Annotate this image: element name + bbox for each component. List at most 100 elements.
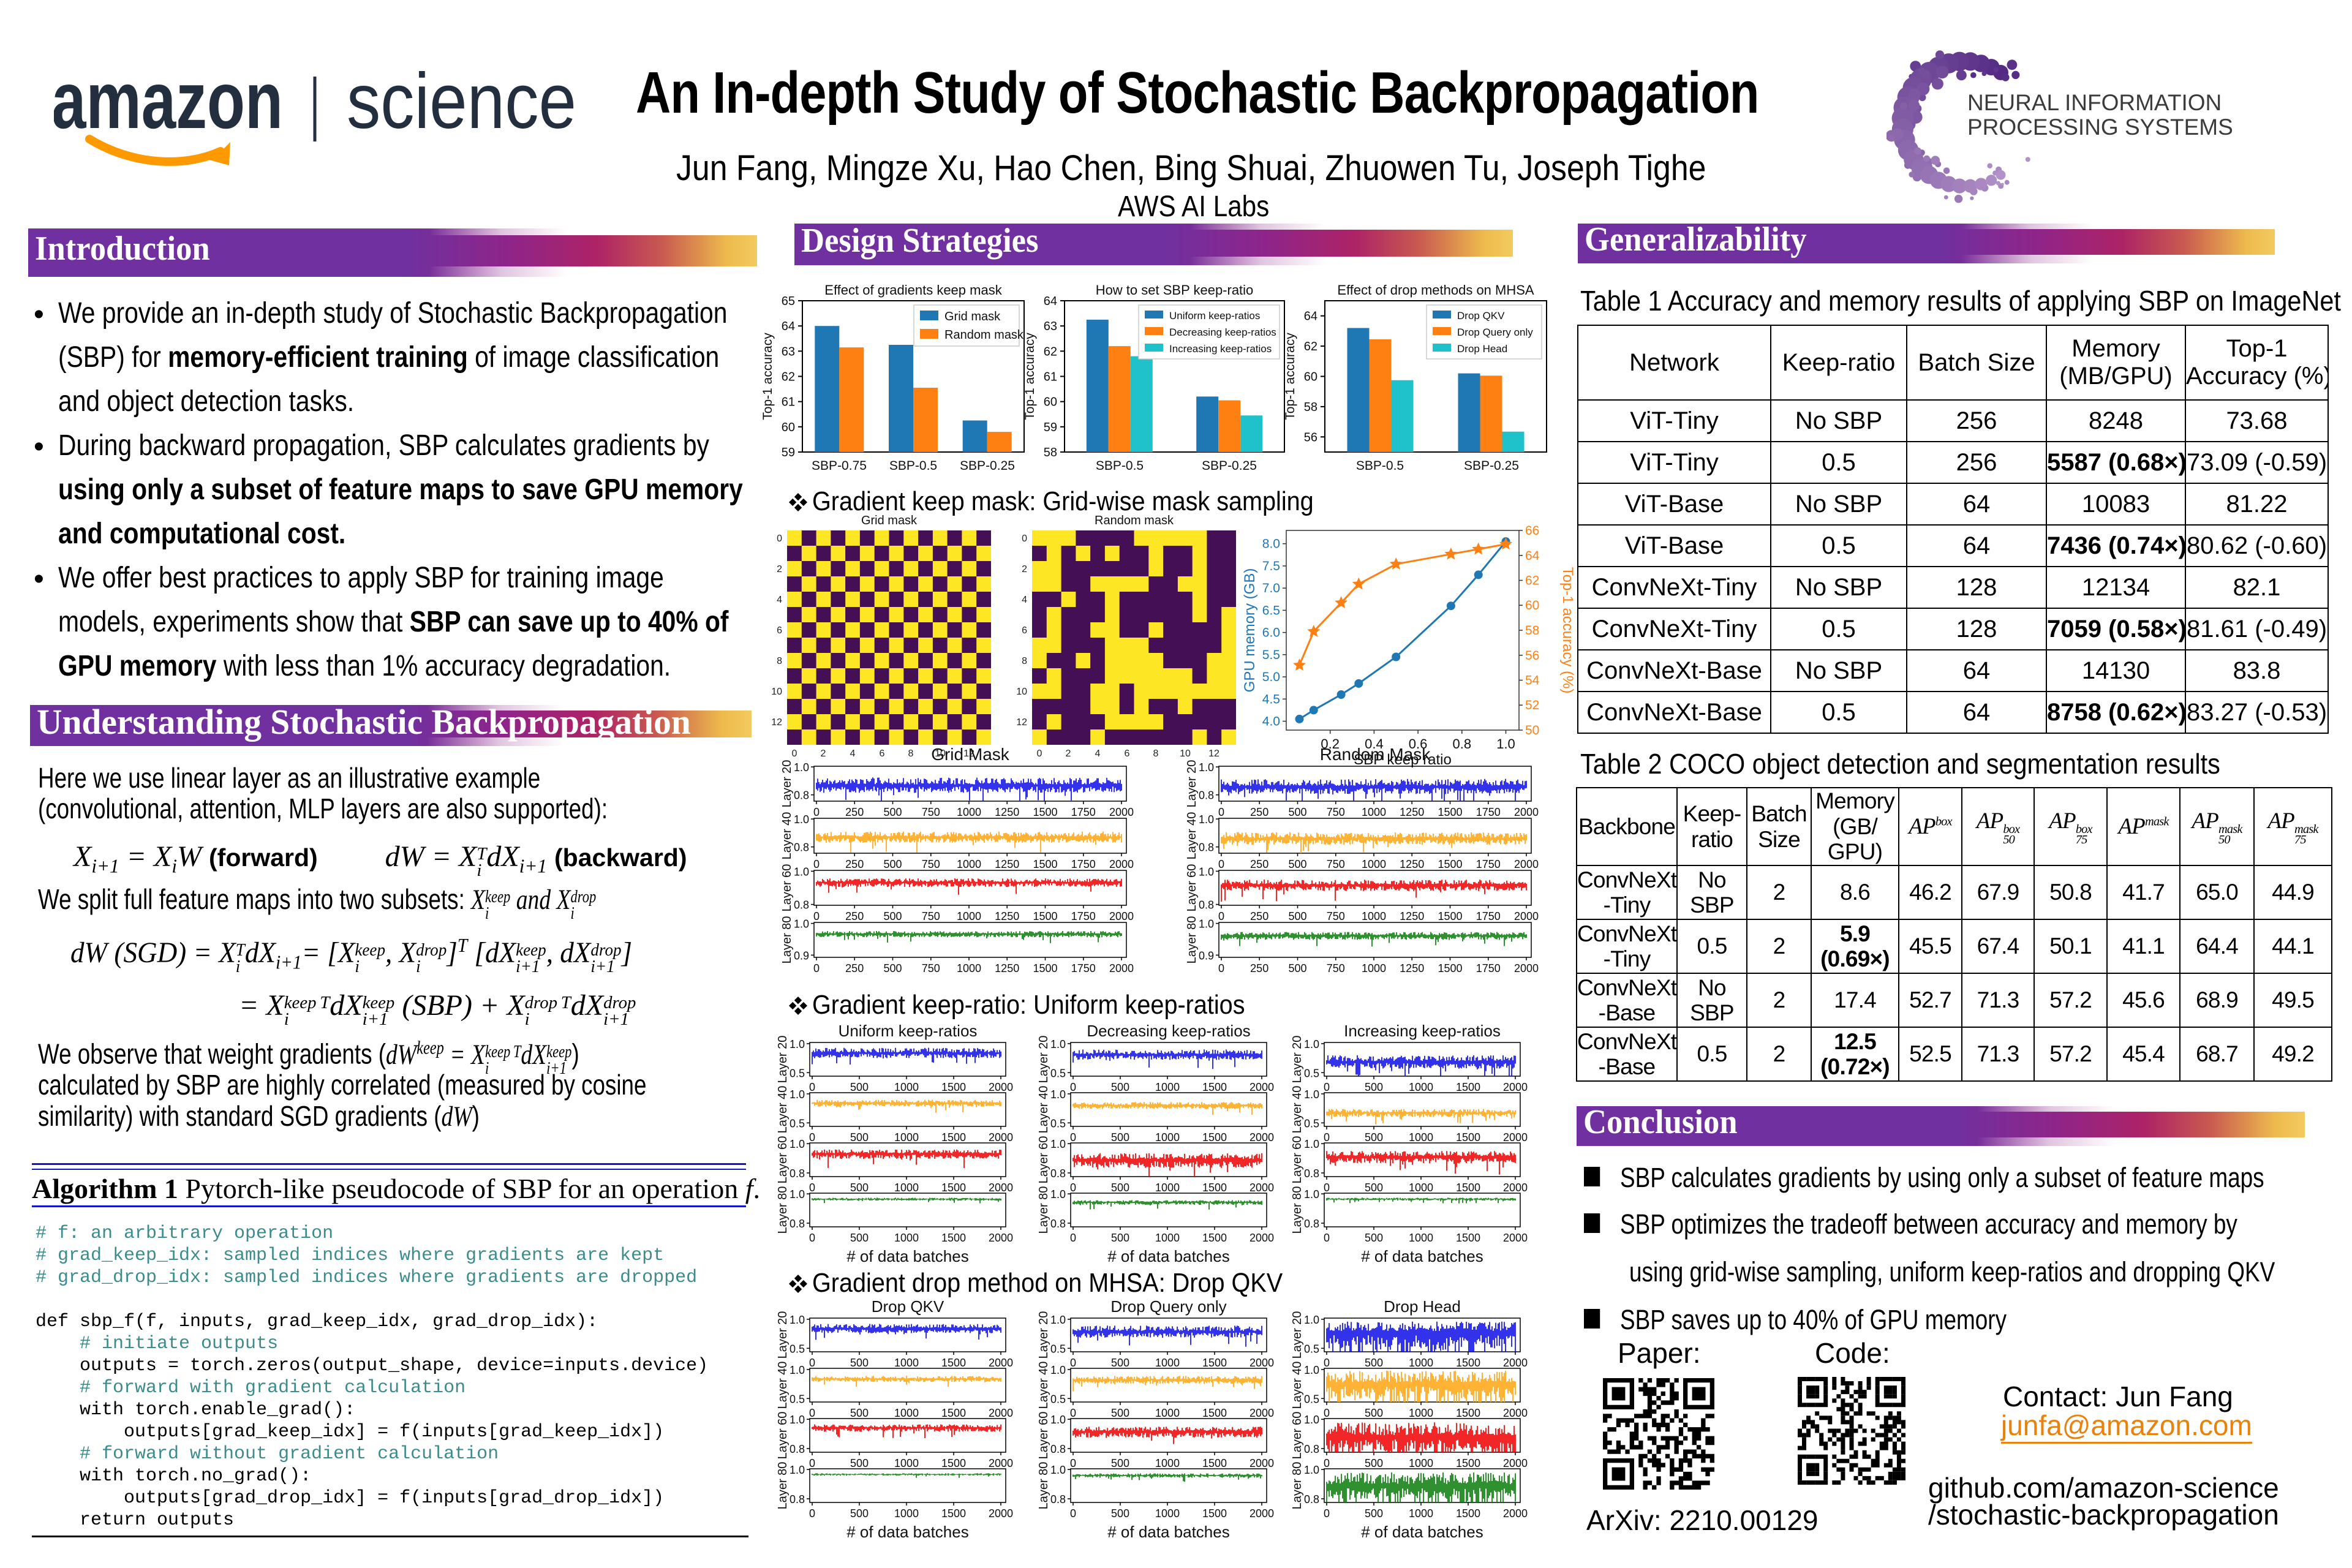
svg-text:2000: 2000 — [1503, 1182, 1528, 1194]
svg-text:2000: 2000 — [989, 1357, 1013, 1369]
svg-text:Uniform keep-ratios: Uniform keep-ratios — [839, 1022, 978, 1040]
svg-text:500: 500 — [850, 1182, 869, 1194]
svg-text:1.0: 1.0 — [1304, 1364, 1319, 1376]
svg-text:10: 10 — [935, 748, 946, 759]
svg-text:250: 250 — [845, 858, 864, 870]
svg-text:4.0: 4.0 — [1262, 715, 1280, 729]
svg-text:1000: 1000 — [1409, 1232, 1433, 1244]
svg-text:0: 0 — [1070, 1507, 1076, 1520]
svg-text:Layer 60: Layer 60 — [776, 1412, 790, 1460]
svg-text:# of data batches: # of data batches — [846, 1247, 968, 1265]
svg-text:1000: 1000 — [894, 1407, 919, 1419]
svg-text:59: 59 — [1044, 421, 1057, 434]
svg-text:Layer 20: Layer 20 — [1185, 760, 1199, 808]
svg-text:500: 500 — [1111, 1131, 1129, 1144]
svg-text:2000: 2000 — [1109, 910, 1134, 922]
svg-text:1.0: 1.0 — [1050, 1138, 1066, 1150]
svg-text:Random mask: Random mask — [1095, 514, 1174, 527]
svg-text:0.9: 0.9 — [794, 949, 809, 962]
svg-text:1500: 1500 — [1456, 1182, 1480, 1194]
svg-text:# of data batches: # of data batches — [1361, 1247, 1483, 1265]
svg-text:1.0: 1.0 — [1199, 865, 1214, 878]
svg-text:2000: 2000 — [1250, 1182, 1274, 1194]
svg-text:52: 52 — [1525, 698, 1539, 712]
svg-text:1500: 1500 — [941, 1457, 966, 1469]
svg-text:0: 0 — [1218, 806, 1224, 818]
svg-text:54: 54 — [1525, 674, 1540, 688]
svg-text:750: 750 — [1327, 910, 1345, 922]
svg-text:500: 500 — [1365, 1357, 1383, 1369]
svg-text:Increasing keep-ratios: Increasing keep-ratios — [1169, 343, 1272, 355]
svg-text:500: 500 — [1111, 1182, 1129, 1194]
svg-text:0.8: 0.8 — [1453, 736, 1472, 752]
svg-text:58: 58 — [1525, 624, 1539, 638]
svg-text:2000: 2000 — [1250, 1232, 1274, 1244]
svg-text:Top-1 accuracy: Top-1 accuracy — [761, 333, 775, 420]
svg-text:50: 50 — [1525, 723, 1539, 737]
svg-text:500: 500 — [883, 910, 902, 922]
svg-text:750: 750 — [922, 806, 940, 818]
svg-text:# of data batches: # of data batches — [846, 1523, 968, 1541]
svg-text:66: 66 — [1525, 524, 1539, 538]
svg-text:0: 0 — [1070, 1357, 1076, 1369]
svg-text:0.8: 0.8 — [1050, 1167, 1066, 1180]
svg-text:1000: 1000 — [957, 962, 981, 974]
svg-text:1250: 1250 — [1400, 858, 1424, 870]
svg-text:8: 8 — [1022, 656, 1027, 666]
svg-text:0: 0 — [1324, 1232, 1330, 1244]
svg-text:500: 500 — [850, 1507, 869, 1520]
svg-text:1.0: 1.0 — [790, 1464, 805, 1476]
svg-text:1500: 1500 — [1456, 1357, 1480, 1369]
svg-text:750: 750 — [922, 910, 940, 922]
svg-text:1.0: 1.0 — [1199, 918, 1214, 930]
svg-text:1.0: 1.0 — [1050, 1314, 1066, 1326]
svg-text:6: 6 — [777, 625, 782, 636]
svg-text:Drop Head: Drop Head — [1384, 1297, 1461, 1316]
svg-text:0.8: 0.8 — [1304, 1493, 1319, 1506]
svg-text:500: 500 — [850, 1357, 869, 1369]
svg-text:56: 56 — [1525, 649, 1539, 663]
svg-text:1500: 1500 — [1456, 1131, 1480, 1144]
svg-text:1500: 1500 — [941, 1357, 966, 1369]
svg-text:Layer 40: Layer 40 — [1291, 1362, 1304, 1409]
svg-text:1.0: 1.0 — [1050, 1088, 1066, 1101]
svg-text:0: 0 — [1070, 1182, 1076, 1194]
svg-text:Layer 40: Layer 40 — [780, 812, 794, 860]
svg-text:4: 4 — [777, 595, 782, 605]
svg-text:62: 62 — [1525, 574, 1539, 588]
svg-text:Layer 20: Layer 20 — [776, 1311, 790, 1359]
svg-text:1.0: 1.0 — [1050, 1038, 1066, 1050]
svg-text:2000: 2000 — [1250, 1081, 1274, 1093]
svg-text:0.8: 0.8 — [1050, 1218, 1066, 1230]
svg-text:10: 10 — [771, 687, 782, 697]
svg-text:amazon: amazon — [54, 64, 283, 145]
svg-text:1000: 1000 — [1362, 858, 1386, 870]
svg-text:1.0: 1.0 — [794, 865, 809, 878]
svg-text:Layer 80: Layer 80 — [776, 1462, 790, 1510]
svg-text:2: 2 — [1066, 748, 1071, 759]
svg-text:4: 4 — [850, 748, 856, 759]
svg-text:Layer 20: Layer 20 — [1037, 1311, 1050, 1359]
svg-text:500: 500 — [1365, 1407, 1383, 1419]
svg-text:0: 0 — [1070, 1457, 1076, 1469]
svg-text:500: 500 — [1111, 1407, 1129, 1419]
svg-text:Drop Query only: Drop Query only — [1110, 1297, 1226, 1316]
svg-text:1500: 1500 — [1456, 1507, 1480, 1520]
svg-text:500: 500 — [1111, 1357, 1129, 1369]
svg-text:Random mask: Random mask — [944, 328, 1024, 342]
svg-text:8.0: 8.0 — [1262, 537, 1280, 551]
svg-text:0.8: 0.8 — [794, 842, 809, 854]
svg-text:0.5: 0.5 — [1304, 1117, 1319, 1129]
svg-text:500: 500 — [1111, 1232, 1129, 1244]
svg-text:1500: 1500 — [941, 1407, 966, 1419]
svg-text:0: 0 — [809, 1507, 815, 1520]
svg-text:500: 500 — [850, 1232, 869, 1244]
svg-text:2000: 2000 — [1503, 1232, 1528, 1244]
svg-text:0: 0 — [1324, 1182, 1330, 1194]
svg-text:1000: 1000 — [1155, 1357, 1180, 1369]
svg-text:0: 0 — [809, 1407, 815, 1419]
svg-text:Grid mask: Grid mask — [944, 310, 1001, 323]
svg-text:750: 750 — [1327, 806, 1345, 818]
svg-text:1.0: 1.0 — [1199, 813, 1214, 826]
svg-text:250: 250 — [845, 910, 864, 922]
